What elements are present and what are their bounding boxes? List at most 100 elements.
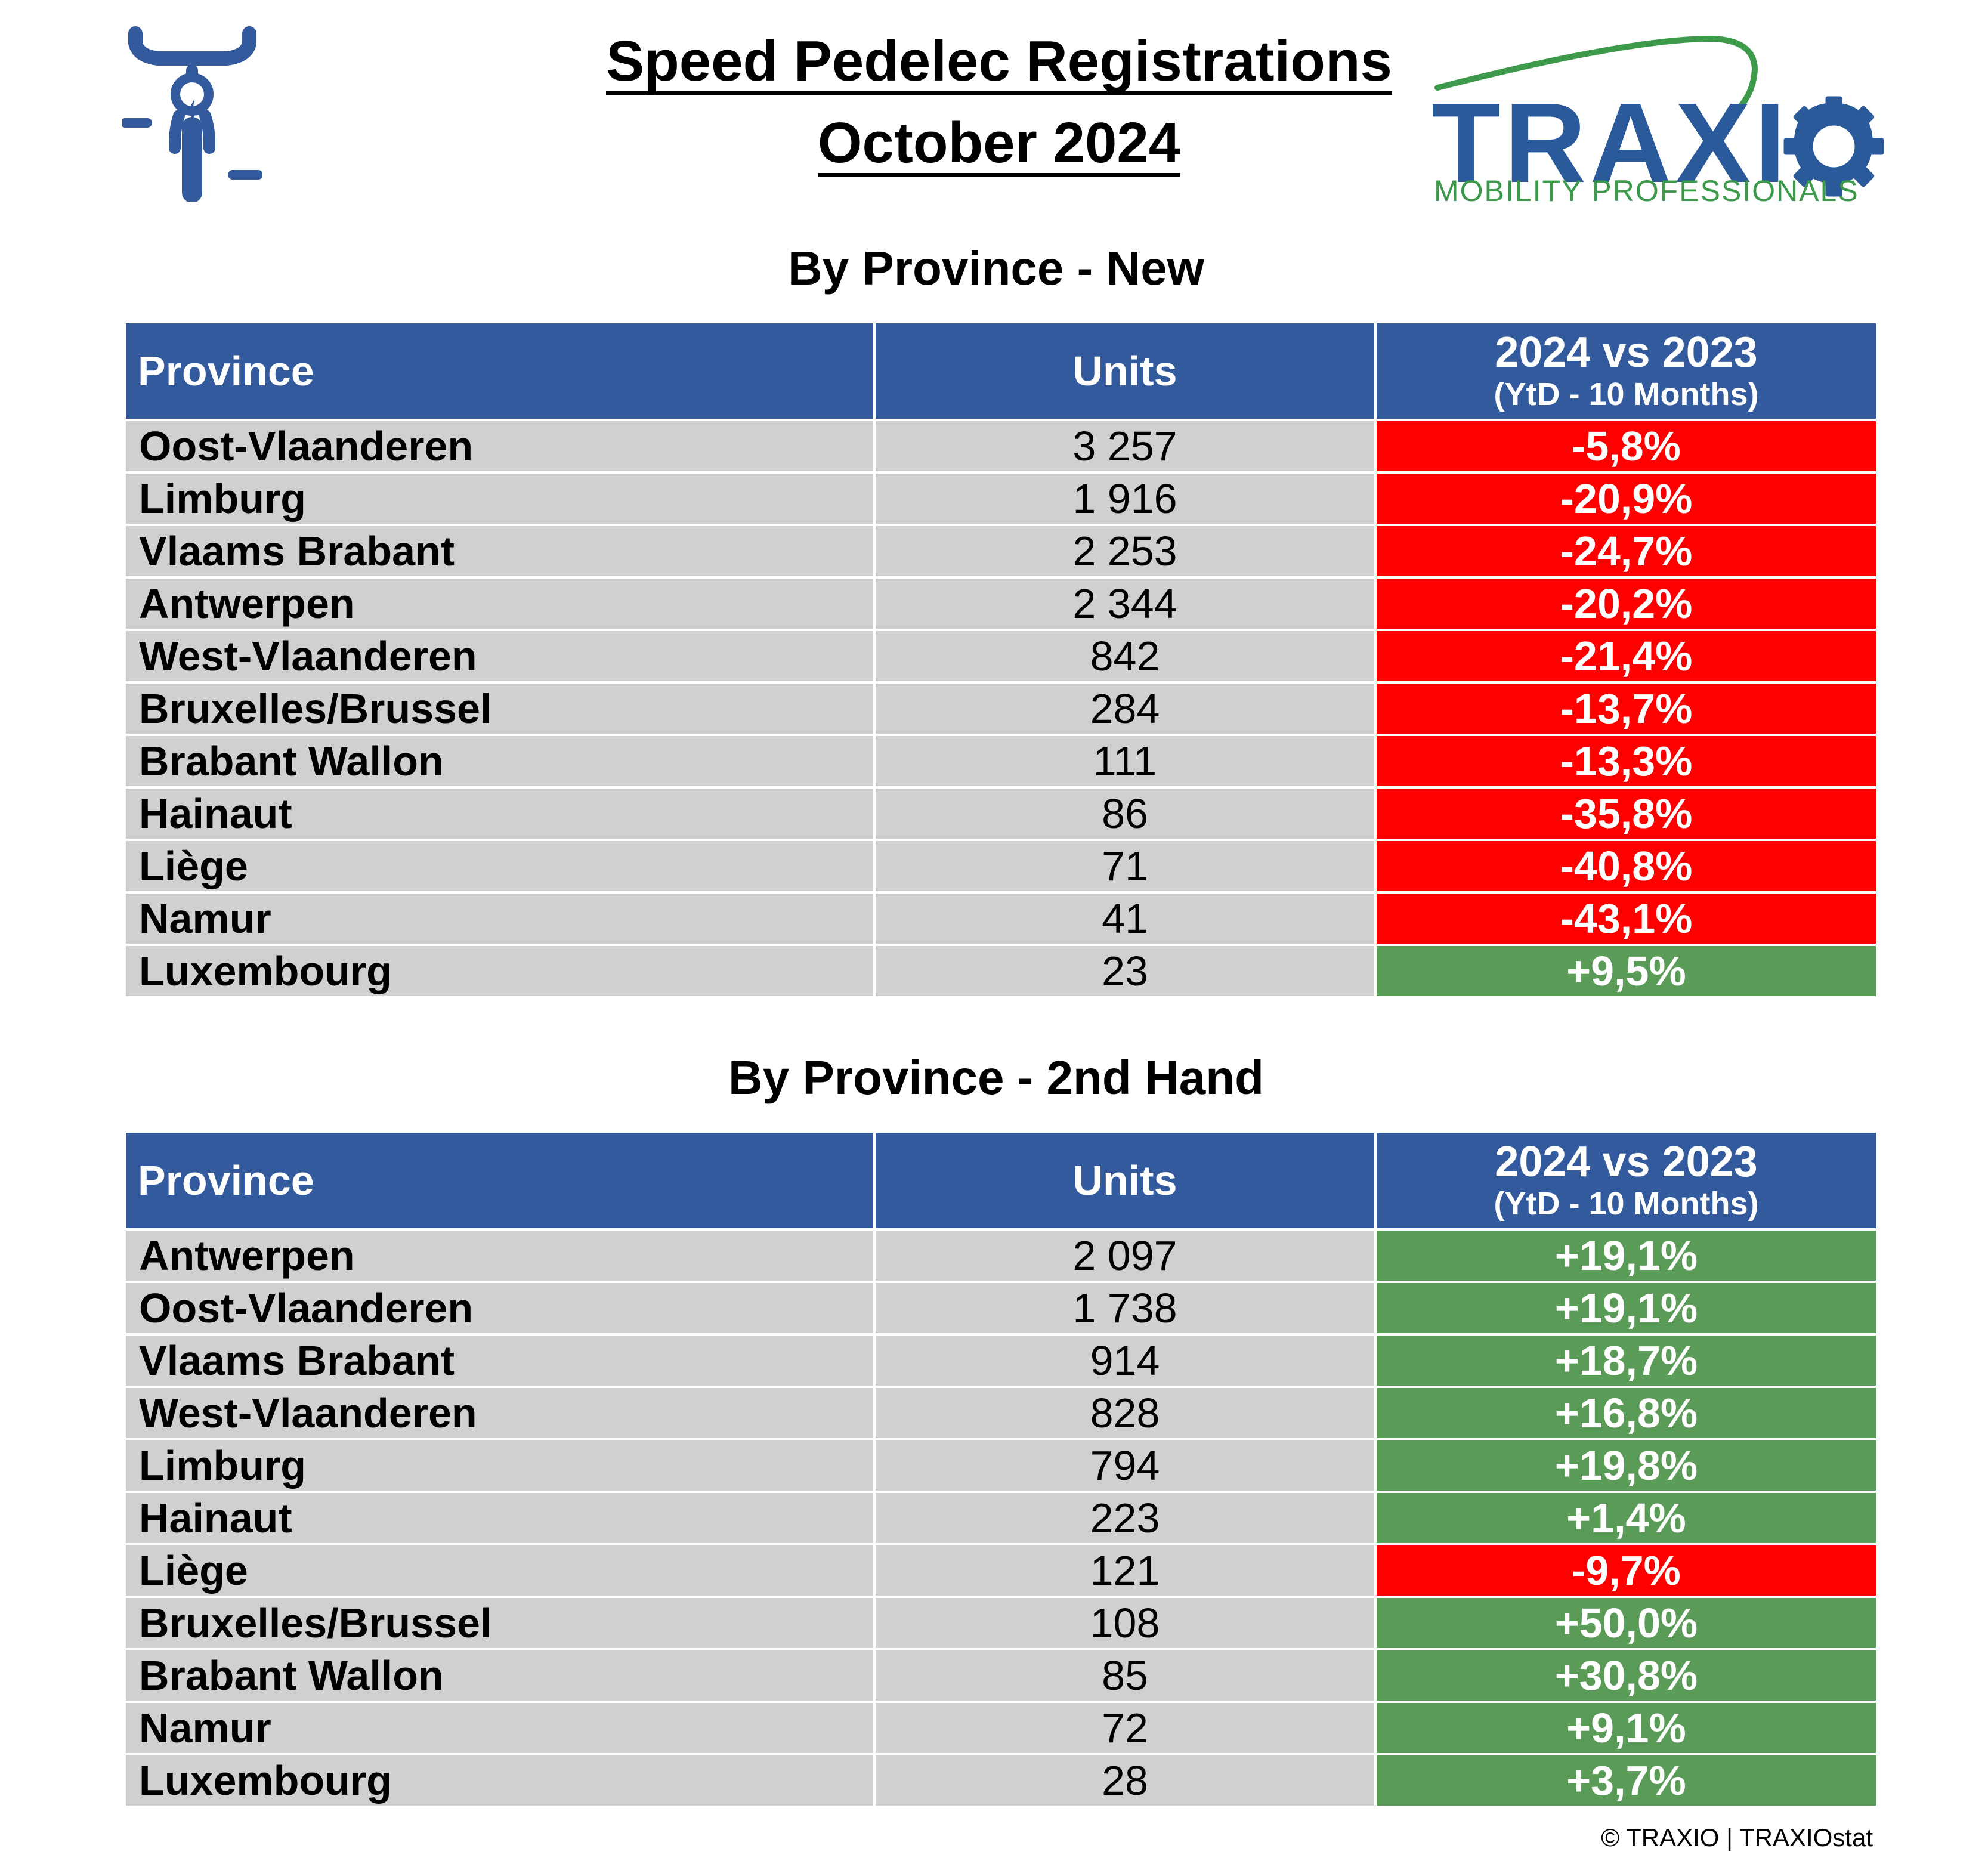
change-cell: -35,8% bbox=[1374, 786, 1878, 841]
province-cell: Antwerpen bbox=[123, 1228, 876, 1283]
table-body-new: Oost-Vlaanderen 3 257 -5,8% Limburg 1 916 -20… bbox=[123, 419, 1878, 999]
units-cell: 2 344 bbox=[873, 576, 1377, 631]
province-cell: Bruxelles/Brussel bbox=[123, 1596, 876, 1650]
table-row: Antwerpen 2 097 +19,1% bbox=[123, 1228, 1878, 1283]
province-cell: West-Vlaanderen bbox=[123, 629, 876, 684]
units-cell: 2 253 bbox=[873, 524, 1377, 579]
province-cell: Liège bbox=[123, 839, 876, 894]
table-row: Vlaams Brabant 914 +18,7% bbox=[123, 1333, 1878, 1388]
province-cell: Vlaams Brabant bbox=[123, 1333, 876, 1388]
table-row: Antwerpen 2 344 -20,2% bbox=[123, 576, 1878, 631]
column-header-change: 2024 vs 2023 (YtD - 10 Months) bbox=[1374, 1130, 1878, 1231]
speed-pedelec-icon bbox=[122, 26, 262, 202]
units-cell: 223 bbox=[873, 1491, 1377, 1545]
province-cell: Luxembourg bbox=[123, 944, 876, 999]
table-row: Oost-Vlaanderen 1 738 +19,1% bbox=[123, 1281, 1878, 1336]
table-row: Liège 71 -40,8% bbox=[123, 839, 1878, 894]
table-row: Bruxelles/Brussel 108 +50,0% bbox=[123, 1596, 1878, 1650]
change-cell: -13,3% bbox=[1374, 734, 1878, 789]
column-header-change: 2024 vs 2023 (YtD - 10 Months) bbox=[1374, 321, 1878, 421]
column-header-province: Province bbox=[123, 321, 876, 421]
change-cell: +9,5% bbox=[1374, 944, 1878, 999]
province-cell: Bruxelles/Brussel bbox=[123, 681, 876, 736]
units-cell: 86 bbox=[873, 786, 1377, 841]
units-cell: 1 916 bbox=[873, 471, 1377, 526]
change-cell: +50,0% bbox=[1374, 1596, 1878, 1650]
units-cell: 828 bbox=[873, 1386, 1377, 1440]
table-row: Luxembourg 28 +3,7% bbox=[123, 1753, 1878, 1808]
units-cell: 41 bbox=[873, 891, 1377, 946]
change-cell: -24,7% bbox=[1374, 524, 1878, 579]
table-new: Province Units 2024 vs 2023 (YtD - 10 Mo… bbox=[123, 321, 1878, 999]
table-body-second-hand: Antwerpen 2 097 +19,1% Oost-Vlaanderen 1 738… bbox=[123, 1228, 1878, 1808]
table-row: Brabant Wallon 111 -13,3% bbox=[123, 734, 1878, 789]
province-cell: Limburg bbox=[123, 471, 876, 526]
title-line-1: Speed Pedelec Registrations bbox=[606, 32, 1392, 95]
table-row: West-Vlaanderen 842 -21,4% bbox=[123, 629, 1878, 684]
province-cell: Brabant Wallon bbox=[123, 1648, 876, 1703]
table-row: Limburg 794 +19,8% bbox=[123, 1438, 1878, 1493]
province-cell: Hainaut bbox=[123, 1491, 876, 1545]
table-row: Vlaams Brabant 2 253 -24,7% bbox=[123, 524, 1878, 579]
change-cell: +3,7% bbox=[1374, 1753, 1878, 1808]
units-cell: 3 257 bbox=[873, 419, 1377, 474]
table-row: Bruxelles/Brussel 284 -13,7% bbox=[123, 681, 1878, 736]
report-title: Speed Pedelec Registrations October 2024 bbox=[418, 24, 1581, 187]
province-cell: Hainaut bbox=[123, 786, 876, 841]
units-cell: 71 bbox=[873, 839, 1377, 894]
units-cell: 85 bbox=[873, 1648, 1377, 1703]
column-header-change-sub: (YtD - 10 Months) bbox=[1494, 376, 1759, 412]
section-title-new: By Province - New bbox=[787, 242, 1204, 295]
table-row: Namur 72 +9,1% bbox=[123, 1701, 1878, 1755]
units-cell: 794 bbox=[873, 1438, 1377, 1493]
table-row: Luxembourg 23 +9,5% bbox=[123, 944, 1878, 999]
column-header-change-main: 2024 vs 2023 bbox=[1495, 1138, 1758, 1186]
province-cell: Brabant Wallon bbox=[123, 734, 876, 789]
table-row: Hainaut 86 -35,8% bbox=[123, 786, 1878, 841]
logo-swoosh-icon bbox=[1434, 35, 1758, 119]
title-line-2: October 2024 bbox=[817, 113, 1181, 177]
units-cell: 121 bbox=[873, 1543, 1377, 1598]
change-cell: +18,7% bbox=[1374, 1333, 1878, 1388]
column-header-change-main: 2024 vs 2023 bbox=[1495, 329, 1758, 376]
units-cell: 2 097 bbox=[873, 1228, 1377, 1283]
province-cell: Liège bbox=[123, 1543, 876, 1598]
change-cell: +30,8% bbox=[1374, 1648, 1878, 1703]
column-header-change-sub: (YtD - 10 Months) bbox=[1494, 1186, 1759, 1222]
table-row: Limburg 1 916 -20,9% bbox=[123, 471, 1878, 526]
change-cell: +19,8% bbox=[1374, 1438, 1878, 1493]
table-header-row: Province Units 2024 vs 2023 (YtD - 10 Mo… bbox=[123, 1130, 1878, 1231]
units-cell: 284 bbox=[873, 681, 1377, 736]
change-cell: +9,1% bbox=[1374, 1701, 1878, 1755]
change-cell: +19,1% bbox=[1374, 1228, 1878, 1283]
change-cell: -21,4% bbox=[1374, 629, 1878, 684]
table-row: Brabant Wallon 85 +30,8% bbox=[123, 1648, 1878, 1703]
units-cell: 108 bbox=[873, 1596, 1377, 1650]
province-cell: Namur bbox=[123, 891, 876, 946]
province-cell: Luxembourg bbox=[123, 1753, 876, 1808]
table-row: Hainaut 223 +1,4% bbox=[123, 1491, 1878, 1545]
change-cell: -40,8% bbox=[1374, 839, 1878, 894]
units-cell: 23 bbox=[873, 944, 1377, 999]
province-cell: Vlaams Brabant bbox=[123, 524, 876, 579]
province-cell: Namur bbox=[123, 1701, 876, 1755]
province-cell: West-Vlaanderen bbox=[123, 1386, 876, 1440]
section-title-second-hand: By Province - 2nd Hand bbox=[728, 1051, 1264, 1104]
change-cell: -13,7% bbox=[1374, 681, 1878, 736]
change-cell: -5,8% bbox=[1374, 419, 1878, 474]
column-header-units: Units bbox=[873, 321, 1377, 421]
table-row: West-Vlaanderen 828 +16,8% bbox=[123, 1386, 1878, 1440]
change-cell: +16,8% bbox=[1374, 1386, 1878, 1440]
column-header-units: Units bbox=[873, 1130, 1377, 1231]
footer-credit: © TRAXIO | TRAXIOstat bbox=[1601, 1823, 1873, 1851]
units-cell: 72 bbox=[873, 1701, 1377, 1755]
units-cell: 842 bbox=[873, 629, 1377, 684]
units-cell: 111 bbox=[873, 734, 1377, 789]
province-cell: Oost-Vlaanderen bbox=[123, 1281, 876, 1336]
province-cell: Antwerpen bbox=[123, 576, 876, 631]
units-cell: 1 738 bbox=[873, 1281, 1377, 1336]
change-cell: -20,2% bbox=[1374, 576, 1878, 631]
change-cell: -9,7% bbox=[1374, 1543, 1878, 1598]
province-cell: Limburg bbox=[123, 1438, 876, 1493]
traxio-logo: TRAXIO MOBILITY PROFESSIONALS bbox=[1432, 21, 1885, 212]
